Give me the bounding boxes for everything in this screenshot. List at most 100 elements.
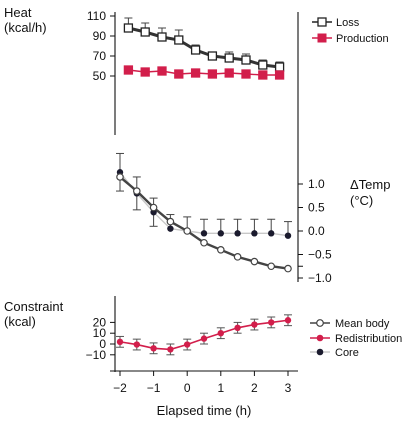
- temp-y-tick-label: −0.5: [308, 248, 332, 262]
- loss-marker: [258, 60, 268, 70]
- bottom-legend: Mean body Redistribution Core: [310, 318, 402, 359]
- redistribution-marker: [234, 324, 241, 331]
- constraint-y-tick-label: 0: [99, 337, 106, 351]
- constraint-y-tick-label: −10: [86, 348, 107, 362]
- mean-body-marker: [149, 203, 158, 212]
- heat-y-tick-label: 70: [93, 49, 107, 63]
- loss-marker: [174, 35, 184, 45]
- legend-redistribution-label: Redistribution: [335, 333, 402, 345]
- temperature-panel: ΔTemp (°C) 1.0 0.5 0.0 −0.5 −1.0: [116, 152, 390, 285]
- x-ticks: −2 −1 0 1 2 3: [113, 371, 292, 395]
- redistribution-marker: [251, 321, 258, 328]
- loss-line: [128, 26, 280, 69]
- mean-body-marker: [267, 262, 276, 271]
- mean-body-marker: [166, 217, 175, 226]
- legend-core-marker: [316, 348, 324, 356]
- mean-body-marker: [250, 257, 259, 266]
- production-marker: [190, 68, 201, 78]
- heat-legend: Loss Production: [312, 17, 389, 45]
- x-tick-label: −2: [113, 381, 127, 395]
- temp-y-tick-label: 0.0: [308, 224, 325, 238]
- temp-y-ticks: 1.0 0.5 0.0 −0.5 −1.0: [298, 177, 332, 285]
- temp-y-tick-label: −1.0: [308, 271, 332, 285]
- legend-mean-body-marker: [316, 319, 324, 327]
- legend-loss-marker: [317, 17, 327, 27]
- legend-production-label: Production: [336, 33, 389, 45]
- temp-ylabel-line1: ΔTemp: [350, 177, 390, 192]
- loss-marker: [207, 51, 218, 61]
- mean-body-marker: [200, 238, 208, 247]
- temp-y-tick-label: 1.0: [308, 177, 325, 191]
- heat-y-ticks: 50 70 90 110: [87, 9, 115, 83]
- core-marker: [167, 225, 174, 232]
- loss-marker: [157, 32, 167, 42]
- loss-marker: [241, 55, 251, 65]
- loss-marker: [140, 27, 150, 37]
- x-tick-label: 0: [184, 381, 191, 395]
- heat-y-tick-label: 90: [93, 29, 107, 43]
- constraint-ylabel-line2: (kcal): [4, 314, 36, 329]
- core-marker: [217, 230, 224, 237]
- production-marker: [157, 66, 167, 76]
- production-marker: [258, 70, 268, 80]
- redistribution-marker: [268, 319, 275, 326]
- heat-y-tick-label: 110: [87, 9, 106, 23]
- constraint-y-tick-label: 20: [93, 315, 107, 329]
- constraint-series: [116, 314, 292, 356]
- mean-body-marker: [217, 246, 225, 254]
- legend-production-marker: [317, 33, 327, 43]
- redistribution-marker: [133, 341, 140, 348]
- redistribution-marker: [116, 338, 124, 346]
- production-marker: [207, 69, 218, 79]
- production-marker: [224, 68, 234, 78]
- temp-series: [116, 152, 292, 273]
- core-marker: [284, 232, 292, 239]
- mean-body-marker: [116, 173, 124, 181]
- x-tick-label: −1: [147, 381, 161, 395]
- redistribution-marker: [167, 346, 174, 353]
- legend-mean-body-label: Mean body: [335, 318, 390, 330]
- temp-ylabel-line2: (°C): [350, 193, 373, 208]
- heat-ylabel-line1: Heat: [4, 5, 32, 20]
- core-marker: [234, 230, 241, 237]
- redistribution-marker: [217, 330, 224, 337]
- core-marker: [268, 230, 275, 237]
- redistribution-marker: [150, 345, 157, 352]
- temp-y-tick-label: 0.5: [308, 201, 325, 215]
- production-marker: [123, 65, 134, 75]
- core-marker: [251, 230, 258, 237]
- x-axis-label: Elapsed time (h): [157, 403, 252, 418]
- heat-panel: Heat (kcal/h) 50 70 90 110 Loss Production: [4, 5, 389, 282]
- mean-body-marker: [183, 227, 192, 235]
- redistribution-marker: [284, 317, 292, 324]
- constraint-ylabel-line1: Constraint: [4, 299, 64, 314]
- legend-redistribution-marker: [316, 334, 324, 342]
- loss-marker: [274, 62, 285, 72]
- heat-series: [123, 17, 285, 80]
- production-line: [128, 69, 280, 76]
- heat-ylabel-line2: (kcal/h): [4, 20, 47, 35]
- mean-body-marker: [233, 253, 242, 261]
- x-tick-label: 2: [251, 381, 258, 395]
- redistribution-marker: [200, 335, 208, 342]
- constraint-y-tick-label: 10: [93, 326, 107, 340]
- production-marker: [241, 69, 251, 79]
- legend-core-label: Core: [335, 347, 359, 359]
- production-marker: [174, 69, 184, 79]
- heat-y-tick-label: 50: [93, 69, 107, 83]
- production-marker: [274, 70, 285, 80]
- loss-marker: [224, 53, 234, 63]
- legend-loss-label: Loss: [336, 17, 360, 29]
- mean-body-marker: [284, 264, 292, 273]
- x-tick-label: 1: [217, 381, 224, 395]
- x-tick-label: 3: [285, 381, 292, 395]
- x-axis: −2 −1 0 1 2 3 Elapsed time (h): [110, 370, 298, 418]
- core-marker: [200, 230, 208, 237]
- loss-marker: [123, 23, 134, 33]
- redistribution-marker: [184, 341, 191, 348]
- production-marker: [140, 67, 150, 77]
- mean-body-marker: [133, 187, 141, 195]
